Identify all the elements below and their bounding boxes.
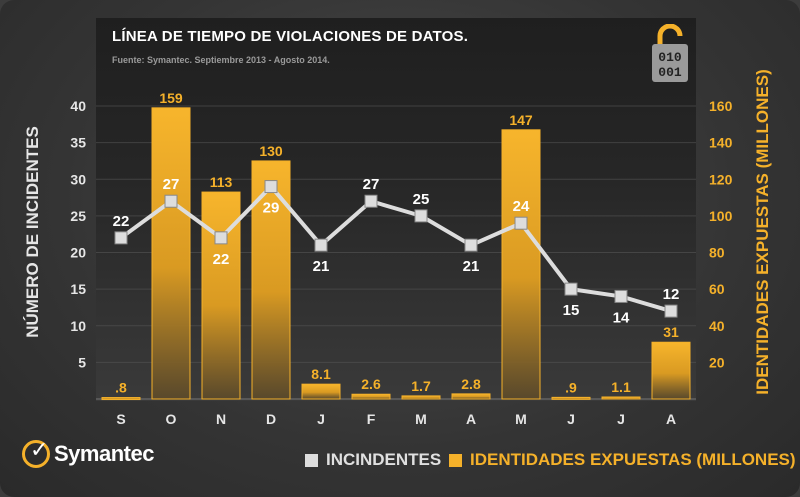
y-axis-left-label: NÚMERO DE INCIDENTES	[23, 126, 42, 338]
y-tick-right: 40	[709, 318, 725, 334]
bar	[501, 129, 541, 400]
y-tick-right: 120	[709, 171, 733, 187]
bar	[451, 393, 491, 400]
y-tick-left: 35	[70, 135, 86, 151]
incident-value-label: 24	[513, 198, 530, 215]
bar	[551, 396, 591, 400]
bar-value-label: 130	[259, 143, 283, 159]
bar-value-label: 159	[159, 90, 183, 106]
bar-value-label: 8.1	[311, 366, 331, 382]
bar-value-label: 113	[210, 174, 233, 190]
bar	[351, 393, 391, 400]
bar	[101, 397, 141, 401]
legend-label-identities: IDENTIDADES EXPUESTAS (MILLONES)	[470, 450, 796, 469]
legend-item-incidents: INCINDENTES	[305, 450, 441, 470]
incident-point	[364, 194, 378, 208]
x-tick-label: M	[415, 411, 427, 427]
incident-point	[164, 194, 178, 208]
bar	[151, 107, 191, 400]
lock-digits-row-1: 010	[658, 50, 682, 65]
incident-point	[464, 238, 478, 252]
bar-value-label: 31	[663, 324, 679, 340]
x-tick-label: J	[617, 411, 625, 427]
y-tick-right: 160	[709, 98, 733, 114]
incident-point	[514, 216, 528, 230]
incident-value-label: 22	[213, 251, 230, 268]
incident-point	[414, 209, 428, 223]
y-tick-right: 20	[709, 354, 725, 370]
y-tick-left: 15	[70, 281, 86, 297]
incident-point	[664, 304, 678, 318]
x-tick-label: M	[515, 411, 527, 427]
x-tick-label: F	[367, 411, 376, 427]
bar-value-label: 2.6	[361, 376, 381, 392]
incident-point	[314, 238, 328, 252]
x-tick-label: J	[567, 411, 575, 427]
y-tick-right: 80	[709, 245, 725, 261]
symantec-logo: Symantec	[22, 437, 154, 468]
bar-value-label: 147	[509, 112, 533, 128]
x-tick-label: A	[666, 411, 676, 427]
bar-value-label: .8	[115, 380, 127, 396]
bar-value-label: 2.8	[461, 376, 481, 392]
x-tick-label: D	[266, 411, 276, 427]
y-tick-right: 140	[709, 135, 733, 151]
y-tick-left: 40	[70, 98, 86, 114]
y-tick-left: 30	[70, 171, 86, 187]
legend-swatch-identities	[449, 453, 462, 467]
y-tick-right: 60	[709, 281, 725, 297]
y-tick-left: 5	[78, 354, 86, 370]
x-tick-label: N	[216, 411, 226, 427]
bar	[601, 396, 641, 400]
incident-value-label: 21	[313, 258, 330, 275]
legend-item-identities: IDENTIDADES EXPUESTAS (MILLONES)	[449, 450, 796, 470]
x-tick-label: J	[317, 411, 325, 427]
bar-value-label: 1.1	[611, 379, 631, 395]
x-tick-label: O	[166, 411, 177, 427]
bar	[401, 395, 441, 400]
incident-point	[564, 282, 578, 296]
chart-title: LÍNEA DE TIEMPO DE VIOLACIONES DE DATOS.	[112, 28, 469, 45]
incident-value-label: 22	[113, 213, 130, 230]
incident-value-label: 25	[413, 191, 430, 208]
incident-point	[114, 231, 128, 245]
incident-value-label: 29	[263, 200, 280, 217]
incidents-line	[119, 184, 672, 314]
y-axis-right-label: IDENTIDADES EXPUESTAS (MILLONES)	[753, 69, 772, 395]
legend-label-incidents: INCINDENTES	[326, 450, 442, 469]
incident-value-label: 14	[613, 309, 630, 326]
incident-value-label: 27	[163, 176, 180, 193]
bar-value-label: 1.7	[411, 378, 431, 394]
incident-point	[264, 180, 278, 194]
bar-value-label: .9	[565, 379, 577, 395]
incident-value-label: 27	[363, 176, 380, 193]
lock-digits-row-2: 001	[658, 65, 682, 80]
incident-point	[214, 231, 228, 245]
incident-value-label: 21	[463, 258, 480, 275]
brand-name: Symantec	[54, 441, 154, 466]
y-tick-right: 100	[709, 208, 733, 224]
y-tick-left: 10	[70, 318, 86, 334]
incident-value-label: 15	[563, 302, 580, 319]
x-tick-label: S	[116, 411, 125, 427]
y-tick-left: 25	[70, 208, 86, 224]
chart-subtitle: Fuente: Symantec. Septiembre 2013 - Agos…	[112, 55, 330, 65]
incident-point	[614, 289, 628, 303]
checkmark-icon	[22, 437, 50, 468]
lock-icon: 010 001	[652, 24, 688, 82]
legend-swatch-incidents	[305, 453, 318, 467]
bar	[651, 341, 691, 400]
y-tick-left: 20	[70, 245, 86, 261]
bar	[301, 383, 341, 400]
x-tick-label: A	[466, 411, 476, 427]
incident-value-label: 12	[663, 286, 680, 303]
bar	[251, 160, 291, 400]
